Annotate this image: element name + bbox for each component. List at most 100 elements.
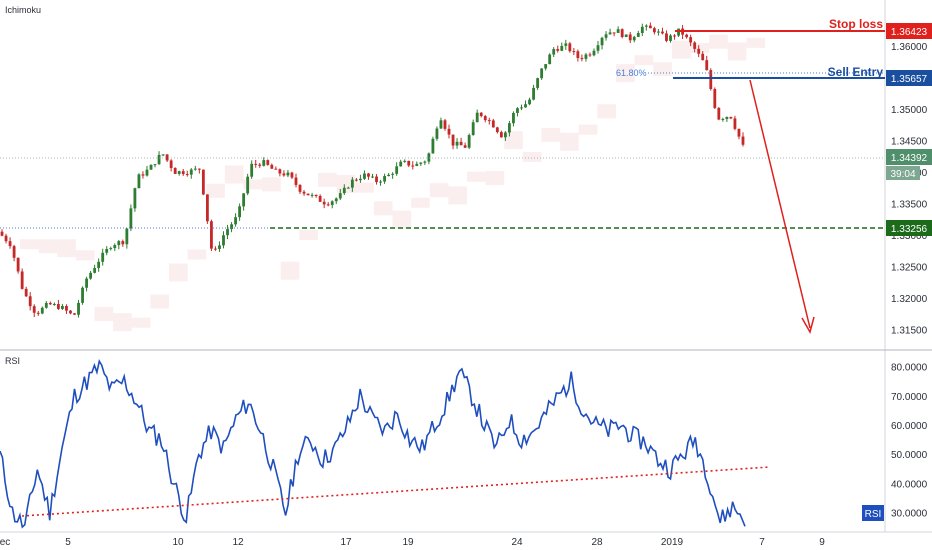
candle-body (52, 303, 56, 305)
candle-body (242, 193, 246, 207)
candle-body (693, 42, 697, 49)
cloud-segment (113, 313, 132, 332)
candle-body (334, 198, 338, 202)
time-tick-label: 12 (232, 537, 244, 548)
candle-body (28, 296, 32, 307)
candle-body (302, 191, 306, 194)
candle-body (431, 138, 435, 154)
candle-body (121, 241, 125, 245)
cloud-segment (690, 43, 710, 54)
rsi-badge-label: RSI (865, 509, 882, 520)
fib-label: 61.80% (616, 68, 647, 78)
candle-body (705, 60, 709, 71)
cloud-segment (616, 64, 635, 83)
ichimoku-cloud (20, 34, 765, 332)
rsi-tick-label: 50.0000 (891, 450, 928, 461)
cloud-segment (578, 124, 598, 135)
candle-body (153, 164, 157, 166)
candle-body (697, 48, 701, 54)
cloud-segment (671, 40, 691, 59)
candle-body (463, 145, 467, 148)
candle-body (491, 120, 495, 128)
candle-body (636, 33, 640, 37)
candle-body (652, 28, 656, 33)
candle-body (600, 37, 604, 46)
indicator-bottom-label[interactable]: RSI (5, 356, 20, 366)
candle-body (383, 176, 386, 182)
time-tick-label: 9 (819, 537, 825, 548)
countdown-tag (886, 166, 920, 180)
candle-body (36, 312, 40, 314)
candle-body (250, 163, 254, 177)
candle-body (648, 25, 652, 29)
time-tick-label: 5 (65, 537, 71, 548)
candle-body (282, 173, 286, 176)
candle-body (717, 107, 721, 120)
candle-body (137, 174, 141, 189)
candle-body (661, 31, 664, 34)
cloud-segment (634, 55, 654, 66)
cloud-segment (57, 239, 76, 258)
candle-body (266, 160, 270, 165)
candle-body (101, 252, 105, 262)
cloud-segment (280, 261, 300, 280)
candle-body (367, 173, 370, 177)
sell-entry-tag (886, 70, 932, 86)
candle-body (354, 179, 358, 181)
candle-body (8, 241, 12, 247)
candle-body (669, 35, 672, 41)
candle-body (620, 29, 624, 37)
candle-body (524, 104, 527, 108)
cloud-segment (392, 210, 412, 229)
candle-body (644, 25, 648, 27)
candle-body (479, 112, 483, 117)
candle-body (616, 29, 620, 33)
candle-body (725, 116, 729, 119)
candle-body (274, 168, 278, 170)
rsi-tick-label: 30.0000 (891, 509, 928, 520)
rsi-badge (862, 505, 884, 521)
candle-body (326, 204, 330, 206)
indicator-top-label[interactable]: Ichimoku (5, 5, 41, 15)
cloud-segment (411, 197, 430, 208)
candle-body (516, 108, 519, 113)
candle-body (495, 127, 499, 133)
time-tick-label: 2019 (661, 537, 684, 548)
candle-body (568, 43, 572, 52)
stop-loss-value: 1.36423 (891, 27, 928, 38)
cloud-segment (169, 263, 188, 282)
candle-body (419, 162, 423, 164)
candle-body (314, 194, 318, 196)
candle-body (73, 313, 76, 315)
candle-body (455, 141, 459, 146)
candle-body (161, 154, 165, 156)
candle-body (407, 160, 411, 166)
candle-body (165, 154, 169, 161)
rsi-line (0, 359, 746, 529)
candle-body (278, 169, 282, 174)
candle-body (387, 174, 391, 177)
candle-body (346, 187, 350, 189)
price-tick-label: 1.32500 (891, 262, 928, 273)
candle-body (459, 141, 463, 146)
candle-body (61, 306, 64, 309)
cloud-segment (541, 127, 561, 142)
cloud-segment (429, 183, 449, 198)
cloud-segment (504, 131, 523, 150)
candle-body (342, 187, 346, 194)
candle-body (411, 165, 415, 167)
candle-body (447, 128, 451, 135)
cloud-segment (262, 177, 281, 192)
candle-body (499, 132, 503, 138)
candle-body (685, 34, 689, 38)
candle-body (733, 118, 737, 129)
projection-arrow (749, 79, 811, 329)
candle-body (193, 168, 197, 170)
candle-body (657, 31, 660, 33)
candle-body (552, 49, 556, 55)
candle-body (65, 306, 68, 311)
candle-body (77, 302, 80, 315)
candle-body (487, 120, 491, 122)
candle-body (157, 154, 161, 165)
